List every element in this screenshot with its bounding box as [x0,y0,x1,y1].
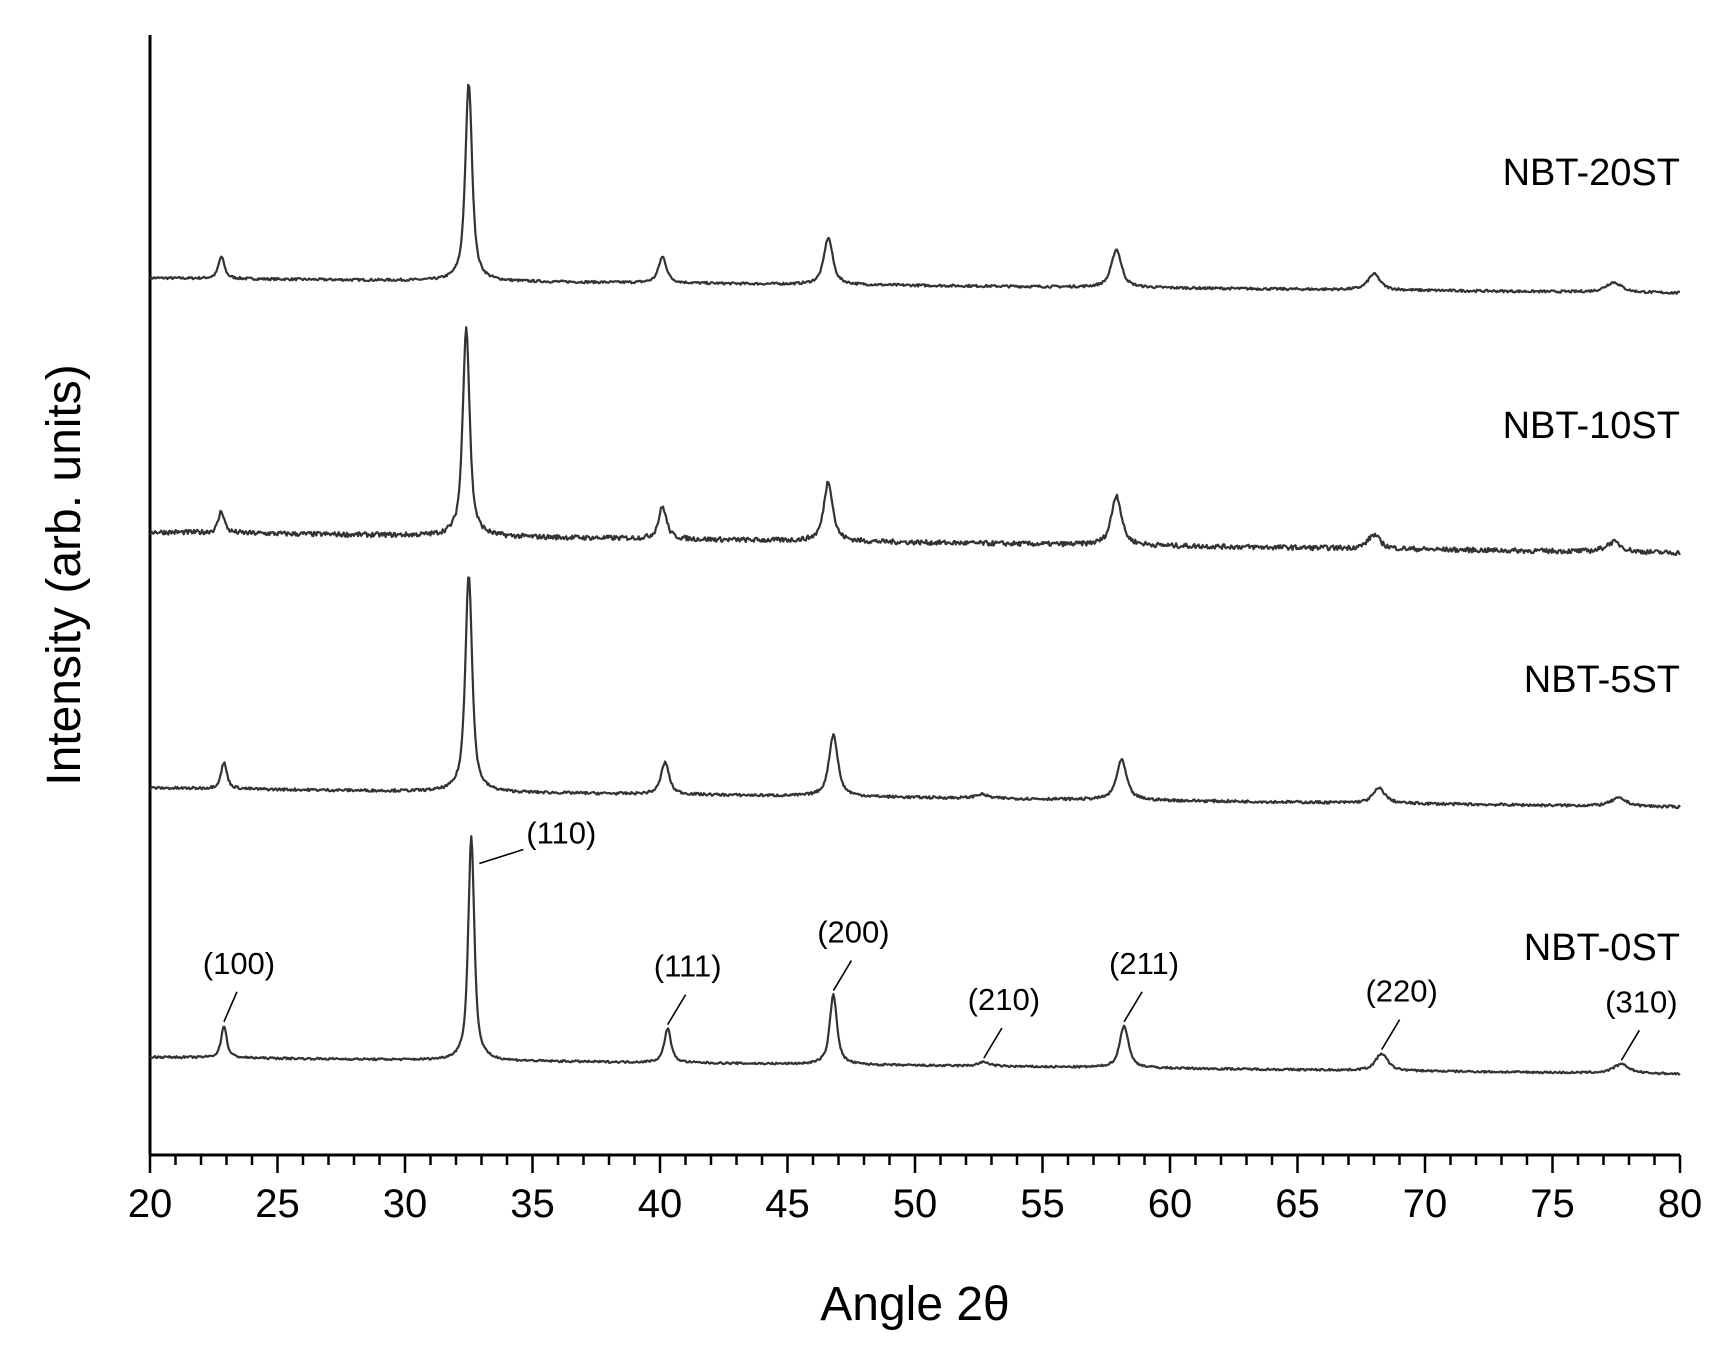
peak-leader-line [983,1027,1003,1059]
series-labels: NBT-20ST NBT-10ST NBT-5ST NBT-0ST [1503,152,1680,969]
x-tick-label: 65 [1275,1182,1320,1226]
series-label: NBT-0ST [1524,927,1680,969]
series-trace-nbt-10st [149,326,1681,557]
y-axis-title: Intensity (arb. units) [38,364,91,786]
series-label: NBT-5ST [1524,659,1680,701]
peak-label: (220) [1365,974,1437,1009]
x-tick-label: 40 [638,1182,683,1226]
x-tick-label: 75 [1530,1182,1575,1226]
series-label: NBT-20ST [1503,152,1680,194]
x-tick-label: 25 [255,1182,300,1226]
peak-annotations: (100) (110) (111) (200) (210) (211) (220) (310) [203,816,1678,1061]
peak-label: (211) [1109,946,1179,981]
peak-label: (210) [968,982,1040,1017]
peak-leader-line [223,991,238,1023]
x-tick-label: 80 [1658,1182,1703,1226]
series-trace-nbt-20st [148,83,1681,295]
x-tick-label: 20 [128,1182,173,1226]
x-tick-label: 35 [510,1182,555,1226]
x-tick-label: 60 [1148,1182,1193,1226]
x-tick-label: 45 [765,1182,810,1226]
series-label: NBT-10ST [1503,405,1680,447]
x-tick-label: 30 [383,1182,428,1226]
x-tick-label: 50 [893,1182,938,1226]
peak-label: (200) [817,915,889,950]
peak-leader-line [1380,1019,1401,1051]
peak-leader-line [832,960,853,991]
traces [148,83,1681,1076]
peak-label: (110) [526,816,596,851]
peak-leader-line [666,994,687,1026]
peak-label: (310) [1605,984,1677,1019]
peak-leader-line [1123,991,1143,1023]
x-axis-title: Angle 2θ [820,1278,1010,1331]
x-tick-label: 55 [1020,1182,1065,1226]
series-trace-nbt-0st [149,835,1681,1076]
peak-leader-line [1620,1029,1641,1061]
series-trace-nbt-5st [149,576,1681,810]
x-tick-label: 70 [1403,1182,1448,1226]
peak-label: (111) [654,949,722,984]
peak-leader-line [479,848,524,865]
axes: 20 25 30 35 40 45 50 55 60 65 70 75 80 [128,35,1703,1226]
peak-label: (100) [203,946,275,981]
